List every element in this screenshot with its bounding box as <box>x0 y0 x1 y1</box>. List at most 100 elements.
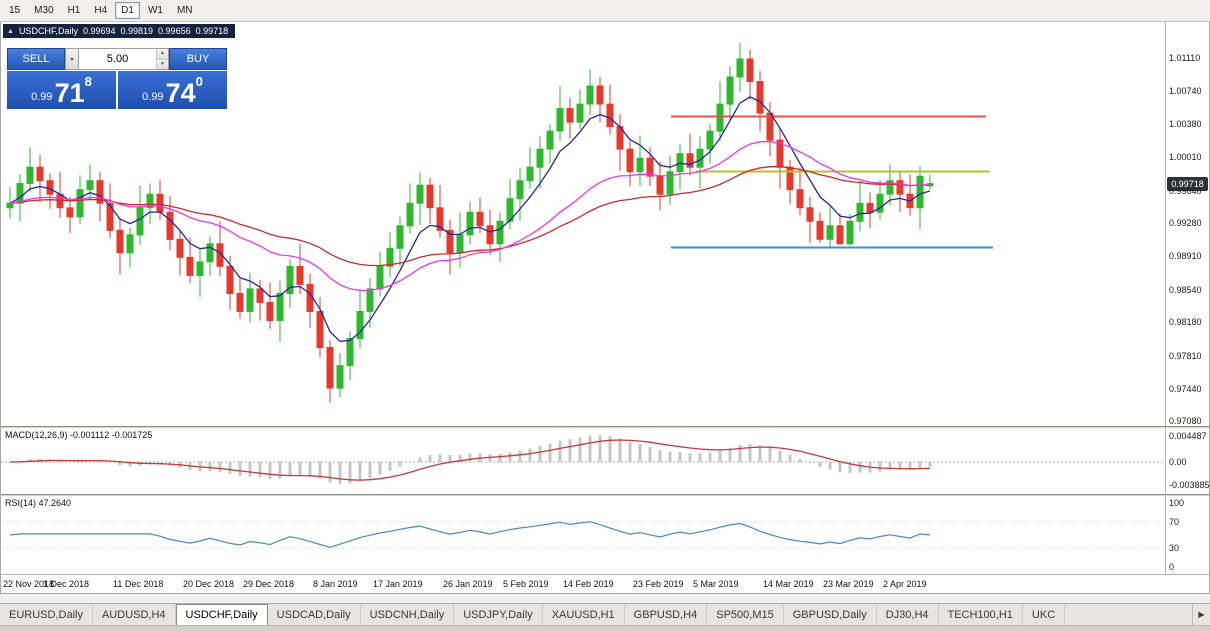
rsi-pane: RSI(14) 47.2640 100 70 30 0 <box>1 496 1209 574</box>
price-axis-label: 0.98910 <box>1169 251 1202 262</box>
macd-canvas[interactable] <box>1 428 1164 494</box>
workspace-gap <box>0 594 1210 603</box>
rsi-canvas[interactable] <box>1 496 1164 574</box>
date-axis-label: 23 Mar 2019 <box>823 579 874 589</box>
price-axis-label: 0.99280 <box>1169 218 1202 229</box>
ohlc-low: 0.99656 <box>158 26 191 36</box>
date-axis-label: 26 Jan 2019 <box>443 579 493 589</box>
sell-button[interactable]: SELL <box>7 48 65 70</box>
sell-price-big-digits: 71 <box>54 78 85 109</box>
date-axis-label: 14 Mar 2019 <box>763 579 814 589</box>
main-price-pane: ▲ USDCHF,Daily 0.99694 0.99819 0.99656 0… <box>1 22 1209 426</box>
main-chart-canvas[interactable] <box>1 22 1164 426</box>
chart-tab-dj30-h4[interactable]: DJ30,H4 <box>877 604 939 625</box>
chart-tab-tech100-h1[interactable]: TECH100,H1 <box>939 604 1023 625</box>
ohlc-high: 0.99819 <box>120 26 154 36</box>
price-axis-label: 0.98180 <box>1169 317 1202 328</box>
buy-button[interactable]: BUY <box>169 48 227 70</box>
chart-tab-usdcnh-daily[interactable]: USDCNH,Daily <box>361 604 455 625</box>
buy-price-prefix: 0.99 <box>142 91 164 103</box>
macd-axis-label: 0.004487 <box>1169 431 1207 441</box>
macd-signal-line <box>9 439 931 481</box>
rsi-axis-label: 30 <box>1169 542 1180 553</box>
fast-ma-line <box>9 96 931 342</box>
time-axis[interactable]: 22 Nov 2018 1 Dec 2018 11 Dec 2018 20 Dec 2… <box>1 574 1209 592</box>
chart-tab-gbpusd-daily[interactable]: GBPUSD,Daily <box>784 604 877 625</box>
price-axis-label: 0.97080 <box>1169 416 1202 427</box>
medium-ma-line <box>9 140 931 292</box>
main-chart[interactable]: ▲ USDCHF,Daily 0.99694 0.99819 0.99656 0… <box>1 22 1165 426</box>
price-axis-label: 1.00380 <box>1169 118 1202 129</box>
buy-price-button[interactable]: 0.99 74 0 <box>118 71 227 109</box>
date-axis-label: 5 Feb 2019 <box>503 579 549 589</box>
chart-tab-audusd-h4[interactable]: AUDUSD,H4 <box>93 604 176 625</box>
volume-dropdown-button[interactable]: ▾ <box>65 48 79 70</box>
chart-tab-gbpusd-h4[interactable]: GBPUSD,H4 <box>625 604 708 625</box>
chart-title-bar: ▲ USDCHF,Daily 0.99694 0.99819 0.99656 0… <box>3 24 236 38</box>
date-axis-label: 20 Dec 2018 <box>183 579 235 589</box>
timeframe-button-h4[interactable]: H4 <box>88 2 113 19</box>
macd-chart[interactable]: MACD(12,26,9) -0.001112 -0.001725 <box>1 428 1165 494</box>
date-axis-label: 2 Apr 2019 <box>883 579 927 589</box>
date-axis-label: 8 Jan 2019 <box>313 579 358 589</box>
macd-label: MACD(12,26,9) -0.001112 -0.001725 <box>5 430 153 440</box>
chart-area: ▲ USDCHF,Daily 0.99694 0.99819 0.99656 0… <box>0 22 1210 594</box>
volume-increase-button[interactable]: ▲ <box>157 49 168 60</box>
chart-window-icon: ▲ <box>7 27 14 35</box>
timeframe-button-h1[interactable]: H1 <box>62 2 87 19</box>
pane-splitter[interactable] <box>1 426 1209 428</box>
price-axis[interactable]: 0.99718 1.01110 1.00740 1.00380 1.00010 0.99… <box>1165 22 1209 426</box>
macd-axis[interactable]: 0.004487 0.00 -0.003885 <box>1165 428 1210 494</box>
price-axis-label: 1.00740 <box>1169 86 1202 97</box>
candlestick-series <box>6 42 934 403</box>
rsi-line <box>9 521 931 548</box>
date-axis-label: 14 Feb 2019 <box>563 579 614 589</box>
timeframe-button-mn[interactable]: MN <box>171 2 199 19</box>
volume-decrease-button[interactable]: ▼ <box>157 59 168 69</box>
status-bar <box>0 625 1210 631</box>
date-axis-label: 17 Jan 2019 <box>373 579 423 589</box>
sell-price-prefix: 0.99 <box>31 91 53 103</box>
date-axis-label: 29 Dec 2018 <box>243 579 295 589</box>
price-axis-label: 1.00010 <box>1169 152 1202 163</box>
sell-price-pipette: 8 <box>84 74 92 89</box>
date-axis-label: 22 Nov 2018 <box>3 579 55 589</box>
chart-tab-usdcad-daily[interactable]: USDCAD,Daily <box>268 604 361 625</box>
chart-symbol-label: USDCHF,Daily <box>18 26 78 36</box>
timeframe-toolbar: 15 M30 H1 H4 D1 W1 MN <box>0 0 1210 22</box>
timeframe-button-m30[interactable]: M30 <box>28 2 59 19</box>
current-price-badge: 0.99718 <box>1167 176 1208 191</box>
rsi-axis-label: 100 <box>1169 498 1185 508</box>
timeframe-button-15[interactable]: 15 <box>3 2 26 19</box>
tabs-scroll-right-icon[interactable]: ▶ <box>1192 604 1210 625</box>
volume-input[interactable] <box>79 49 156 69</box>
macd-axis-label: 0.00 <box>1169 457 1187 467</box>
chart-tab-eurusd-daily[interactable]: EURUSD,Daily <box>0 604 93 625</box>
ohlc-open: 0.99694 <box>82 26 116 36</box>
macd-axis-label: -0.003885 <box>1169 479 1210 490</box>
price-axis-label: 0.99640 <box>1169 185 1202 196</box>
price-axis-label: 0.97440 <box>1169 384 1202 395</box>
rsi-chart[interactable]: RSI(14) 47.2640 <box>1 496 1165 574</box>
chart-tab-usdjpy-daily[interactable]: USDJPY,Daily <box>454 604 543 625</box>
timeframe-button-w1[interactable]: W1 <box>142 2 169 19</box>
chart-tab-sp500-m15[interactable]: SP500,M15 <box>707 604 784 625</box>
ohlc-close: 0.99718 <box>195 26 229 36</box>
chart-tabs-bar: ▶ EURUSD,Daily AUDUSD,H4 USDCHF,Daily USDCA… <box>0 603 1210 625</box>
price-axis-label: 1.01110 <box>1169 53 1201 64</box>
volume-field: ▲ ▼ <box>79 48 169 70</box>
rsi-axis[interactable]: 100 70 30 0 <box>1165 496 1209 574</box>
slow-ma-line <box>9 166 931 267</box>
price-axis-label: 0.97810 <box>1169 350 1202 361</box>
sell-price-button[interactable]: 0.99 71 8 <box>7 71 116 109</box>
date-axis-label: 23 Feb 2019 <box>633 579 684 589</box>
chart-tab-ukc[interactable]: UKC <box>1023 604 1066 625</box>
rsi-axis-label: 70 <box>1169 517 1180 528</box>
one-click-trading-panel: SELL ▾ ▲ ▼ BUY 0.99 <box>7 48 227 109</box>
chart-tab-usdchf-daily[interactable]: USDCHF,Daily <box>175 604 268 625</box>
chart-tab-xauusd-h1[interactable]: XAUUSD,H1 <box>543 604 625 625</box>
pane-splitter[interactable] <box>1 494 1209 496</box>
timeframe-button-d1[interactable]: D1 <box>115 2 140 19</box>
buy-price-big-digits: 74 <box>165 78 196 109</box>
